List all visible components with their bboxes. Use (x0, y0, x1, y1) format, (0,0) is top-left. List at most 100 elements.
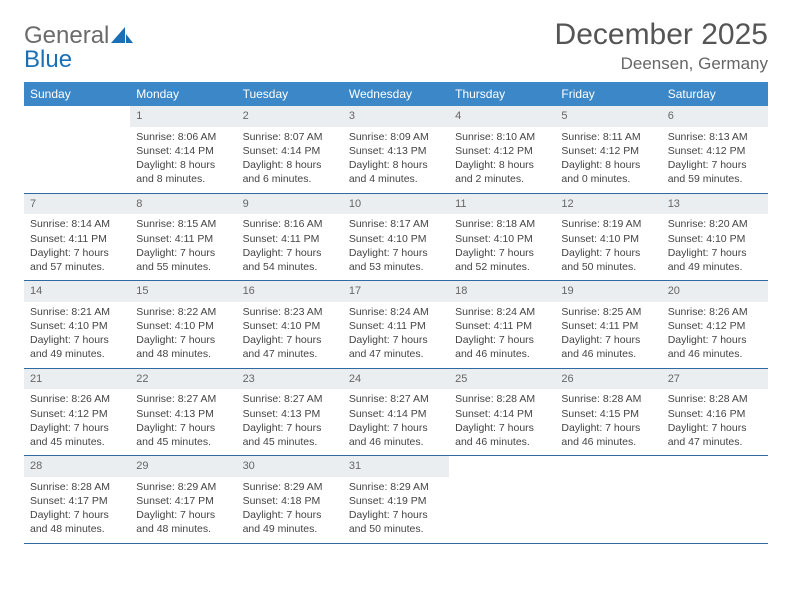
day-cell: 2Sunrise: 8:07 AMSunset: 4:14 PMDaylight… (237, 106, 343, 193)
day-body: Sunrise: 8:26 AMSunset: 4:12 PMDaylight:… (24, 389, 130, 455)
daylight-text: Daylight: 7 hours and 49 minutes. (30, 333, 124, 361)
sunrise-text: Sunrise: 8:29 AM (243, 480, 337, 494)
day-body: Sunrise: 8:07 AMSunset: 4:14 PMDaylight:… (237, 127, 343, 193)
day-header: Sunday (24, 82, 130, 106)
day-cell: 26 Sunrise: 8:28 AMSunset: 4:15 PMDayligh… (555, 369, 661, 456)
logo-text: GeneralBlue (24, 24, 133, 72)
day-header: Wednesday (343, 82, 449, 106)
month-title: December 2025 (555, 18, 768, 52)
day-body (555, 462, 661, 471)
daylight-text: Daylight: 7 hours and 46 minutes. (561, 421, 655, 449)
day-cell: 16Sunrise: 8:23 AMSunset: 4:10 PMDayligh… (237, 281, 343, 368)
day-cell: 19Sunrise: 8:25 AMSunset: 4:11 PMDayligh… (555, 281, 661, 368)
daylight-text: Daylight: 7 hours and 45 minutes. (243, 421, 337, 449)
day-cell: 23Sunrise: 8:27 AMSunset: 4:13 PMDayligh… (237, 369, 343, 456)
day-body: Sunrise: 8:11 AMSunset: 4:12 PMDaylight:… (555, 127, 661, 193)
day-body: Sunrise: 8:06 AMSunset: 4:14 PMDaylight:… (130, 127, 236, 193)
sunrise-text: Sunrise: 8:26 AM (30, 392, 124, 406)
day-number: 2 (237, 106, 343, 127)
weeks-container: 1Sunrise: 8:06 AMSunset: 4:14 PMDaylight… (24, 106, 768, 544)
sunset-text: Sunset: 4:12 PM (561, 144, 655, 158)
week-row: 21Sunrise: 8:26 AMSunset: 4:12 PMDayligh… (24, 369, 768, 457)
sunrise-text: Sunrise: 8:14 AM (30, 217, 124, 231)
sunrise-text: Sunrise: 8:09 AM (349, 130, 443, 144)
day-cell: 30 Sunrise: 8:29 AMSunset: 4:18 PMDayligh… (237, 456, 343, 543)
day-body: Sunrise: 8:27 AMSunset: 4:14 PMDaylight:… (343, 389, 449, 455)
day-number: 15 (130, 281, 236, 302)
day-cell: 14Sunrise: 8:21 AMSunset: 4:10 PMDayligh… (24, 281, 130, 368)
daylight-text: Daylight: 7 hours and 48 minutes. (136, 508, 230, 536)
sunrise-text: Sunrise: 8:28 AM (561, 392, 655, 406)
sunset-text: Sunset: 4:11 PM (561, 319, 655, 333)
day-number: 30 (237, 456, 343, 477)
daylight-text: Daylight: 7 hours and 49 minutes. (668, 246, 762, 274)
sunset-text: Sunset: 4:11 PM (30, 232, 124, 246)
sunrise-text: Sunrise: 8:25 AM (561, 305, 655, 319)
day-number: 19 (555, 281, 661, 302)
day-body: Sunrise: 8:29 AMSunset: 4:17 PMDaylight:… (130, 477, 236, 543)
sunset-text: Sunset: 4:12 PM (668, 144, 762, 158)
week-row: 14Sunrise: 8:21 AMSunset: 4:10 PMDayligh… (24, 281, 768, 369)
day-cell: 29Sunrise: 8:29 AMSunset: 4:17 PMDayligh… (130, 456, 236, 543)
daylight-text: Daylight: 7 hours and 48 minutes. (136, 333, 230, 361)
day-number: 1 (130, 106, 236, 127)
daylight-text: Daylight: 7 hours and 46 minutes. (349, 421, 443, 449)
sunrise-text: Sunrise: 8:27 AM (243, 392, 337, 406)
day-cell (24, 106, 130, 193)
day-body: Sunrise: 8:17 AMSunset: 4:10 PMDaylight:… (343, 214, 449, 280)
day-number: 20 (662, 281, 768, 302)
day-body: Sunrise: 8:28 AMSunset: 4:16 PMDaylight:… (662, 389, 768, 455)
daylight-text: Daylight: 7 hours and 57 minutes. (30, 246, 124, 274)
day-number: 22 (130, 369, 236, 390)
day-number: 9 (237, 194, 343, 215)
sunrise-text: Sunrise: 8:15 AM (136, 217, 230, 231)
daylight-text: Daylight: 7 hours and 50 minutes. (561, 246, 655, 274)
daylight-text: Daylight: 7 hours and 45 minutes. (136, 421, 230, 449)
sunset-text: Sunset: 4:10 PM (243, 319, 337, 333)
sunrise-text: Sunrise: 8:24 AM (455, 305, 549, 319)
day-number: 7 (24, 194, 130, 215)
daylight-text: Daylight: 7 hours and 47 minutes. (243, 333, 337, 361)
day-cell (449, 456, 555, 543)
sunset-text: Sunset: 4:11 PM (455, 319, 549, 333)
day-header: Monday (130, 82, 236, 106)
day-body: Sunrise: 8:16 AMSunset: 4:11 PMDaylight:… (237, 214, 343, 280)
day-body: Sunrise: 8:20 AMSunset: 4:10 PMDaylight:… (662, 214, 768, 280)
day-cell: 17Sunrise: 8:24 AMSunset: 4:11 PMDayligh… (343, 281, 449, 368)
sunrise-text: Sunrise: 8:22 AM (136, 305, 230, 319)
week-row: 1Sunrise: 8:06 AMSunset: 4:14 PMDaylight… (24, 106, 768, 194)
sunrise-text: Sunrise: 8:07 AM (243, 130, 337, 144)
day-number: 4 (449, 106, 555, 127)
day-number: 27 (662, 369, 768, 390)
sunrise-text: Sunrise: 8:24 AM (349, 305, 443, 319)
day-cell: 7 Sunrise: 8:14 AMSunset: 4:11 PMDaylight… (24, 194, 130, 281)
day-number: 24 (343, 369, 449, 390)
day-number: 29 (130, 456, 236, 477)
day-body: Sunrise: 8:10 AMSunset: 4:12 PMDaylight:… (449, 127, 555, 193)
sunset-text: Sunset: 4:17 PM (30, 494, 124, 508)
sunset-text: Sunset: 4:15 PM (561, 407, 655, 421)
day-cell: 12Sunrise: 8:19 AMSunset: 4:10 PMDayligh… (555, 194, 661, 281)
day-cell: 21Sunrise: 8:26 AMSunset: 4:12 PMDayligh… (24, 369, 130, 456)
daylight-text: Daylight: 7 hours and 47 minutes. (349, 333, 443, 361)
day-number: 26 (555, 369, 661, 390)
day-body: Sunrise: 8:19 AMSunset: 4:10 PMDaylight:… (555, 214, 661, 280)
daylight-text: Daylight: 7 hours and 49 minutes. (243, 508, 337, 536)
day-number: 13 (662, 194, 768, 215)
sunset-text: Sunset: 4:18 PM (243, 494, 337, 508)
daylight-text: Daylight: 8 hours and 2 minutes. (455, 158, 549, 186)
calendar-page: GeneralBlue December 2025 Deensen, Germa… (0, 0, 792, 562)
day-number: 8 (130, 194, 236, 215)
daylight-text: Daylight: 8 hours and 4 minutes. (349, 158, 443, 186)
day-number: 14 (24, 281, 130, 302)
daylight-text: Daylight: 7 hours and 46 minutes. (668, 333, 762, 361)
sunset-text: Sunset: 4:12 PM (668, 319, 762, 333)
day-cell: 13Sunrise: 8:20 AMSunset: 4:10 PMDayligh… (662, 194, 768, 281)
sunrise-text: Sunrise: 8:11 AM (561, 130, 655, 144)
sunset-text: Sunset: 4:10 PM (30, 319, 124, 333)
day-body: Sunrise: 8:09 AMSunset: 4:13 PMDaylight:… (343, 127, 449, 193)
logo: GeneralBlue (24, 24, 133, 72)
sunset-text: Sunset: 4:13 PM (243, 407, 337, 421)
sunrise-text: Sunrise: 8:29 AM (136, 480, 230, 494)
day-number: 3 (343, 106, 449, 127)
